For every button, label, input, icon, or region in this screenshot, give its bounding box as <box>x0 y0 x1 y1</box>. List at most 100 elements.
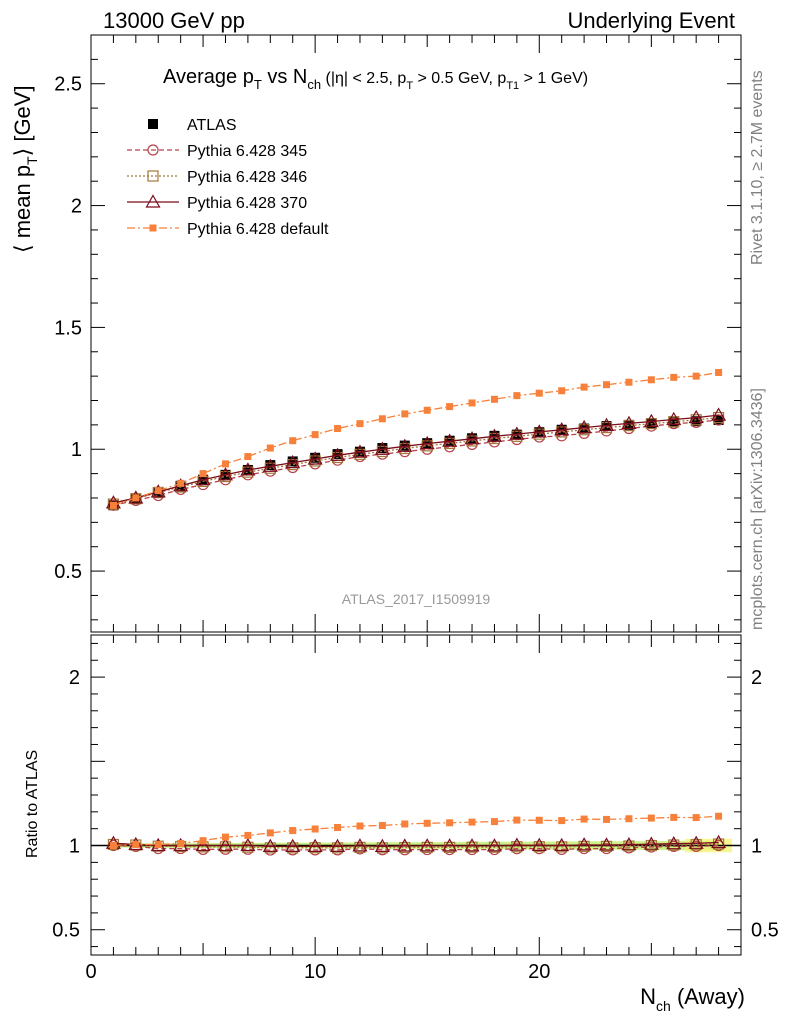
legend-marker <box>148 119 158 129</box>
ratio-data-point <box>334 824 342 832</box>
ratio-data-point <box>647 814 655 822</box>
ratio-y-tick-label-left: 1 <box>69 836 80 858</box>
ratio-y-tick-label-right: 0.5 <box>751 920 779 942</box>
main-data-point <box>397 438 413 452</box>
main-data-point <box>423 406 431 414</box>
ratio-data-point <box>177 840 185 848</box>
legend-marker <box>147 170 159 182</box>
main-data-point <box>109 501 117 509</box>
rivet-label: Rivet 3.1.10, ≥ 2.7M events <box>749 70 766 265</box>
ratio-frame <box>90 634 742 956</box>
main-data-point <box>625 378 633 386</box>
ratio-data-point <box>374 838 390 852</box>
ratio-data-point <box>311 825 319 833</box>
ratio-data-point <box>401 820 409 828</box>
main-data-point <box>217 467 234 481</box>
main-data-point <box>399 440 410 451</box>
ratio-data-point <box>513 816 521 824</box>
ratio-data-point <box>289 827 297 835</box>
main-data-point <box>377 443 388 454</box>
main-data-point <box>289 437 297 445</box>
main-data-point <box>711 407 727 421</box>
legend: ATLAS Pythia 6.428 345 Pythia 6.428 346 Pyt… <box>127 117 329 238</box>
main-data-point <box>195 471 211 486</box>
main-data-point <box>401 410 409 418</box>
main-data-point <box>621 415 637 430</box>
main-data-point <box>310 452 321 463</box>
main-series-3 <box>105 407 727 509</box>
main-y-tick-label: 1.5 <box>54 317 82 339</box>
ratio-data-point <box>266 829 274 837</box>
main-data-point <box>244 453 252 461</box>
ratio-data-point <box>307 838 323 852</box>
main-data-point <box>554 422 570 436</box>
main-data-point <box>374 441 390 455</box>
main-data-point <box>647 376 655 384</box>
main-y-tick-label: 0.5 <box>54 561 82 583</box>
ratio-data-point <box>397 838 413 852</box>
main-data-point <box>330 447 346 461</box>
ratio-data-point <box>378 821 386 829</box>
main-data-point <box>691 416 702 427</box>
ratio-data-point <box>262 838 278 852</box>
ratio-data-point <box>486 838 502 852</box>
main-y-tick-label: 1 <box>71 439 82 461</box>
main-data-point <box>513 392 521 400</box>
main-data-point <box>240 462 256 476</box>
legend-label: Pythia 6.428 345 <box>187 143 307 160</box>
ratio-data-point <box>509 837 525 851</box>
ratio-data-point <box>715 812 723 820</box>
main-data-point <box>580 383 588 391</box>
main-data-point <box>307 451 323 465</box>
ratio-data-point <box>580 815 588 823</box>
chart-title: Average pT vs Nch (|η| < 2.5, pT > 0.5 G… <box>163 66 588 92</box>
main-data-point <box>598 417 615 431</box>
mcplots-label: mcplots.cern.ch [arXiv:1306.3436] <box>749 388 766 630</box>
ratio-data-point <box>446 819 454 827</box>
legend-entry: Pythia 6.428 345 <box>127 143 307 160</box>
ratio-y-tick-label-left: 2 <box>69 667 80 689</box>
ratio-data-point <box>356 822 364 830</box>
ratio-data-point <box>621 836 637 851</box>
legend-label: Pythia 6.428 370 <box>187 195 307 212</box>
main-data-point <box>468 399 476 407</box>
ratio-data-point <box>330 838 346 852</box>
ratio-data-point <box>643 836 659 850</box>
ratio-data-point <box>132 841 140 849</box>
ratio-data-point <box>692 814 700 822</box>
main-data-point <box>334 425 342 433</box>
main-data-point <box>715 368 723 376</box>
main-data-point <box>670 373 678 381</box>
ratio-data-point <box>603 815 611 823</box>
main-data-point <box>356 420 364 428</box>
ratio-data-point <box>244 831 252 839</box>
ratio-data-point <box>352 838 368 852</box>
main-data-point <box>287 456 298 467</box>
main-series-line <box>113 371 719 506</box>
ratio-data-point <box>598 837 615 851</box>
ratio-data-point <box>711 834 727 849</box>
main-y-tick-label: 2.5 <box>54 74 82 96</box>
main-y-tick-label: 2 <box>71 196 82 218</box>
main-data-point <box>285 454 301 469</box>
main-data-point <box>535 389 543 397</box>
ratio-data-point <box>419 838 435 852</box>
main-data-point <box>688 409 704 424</box>
x-tick-label: 10 <box>304 961 326 983</box>
main-data-point <box>643 413 659 428</box>
main-data-point <box>154 487 162 495</box>
ratio-series-2 <box>105 834 727 852</box>
ratio-data-point <box>576 837 592 851</box>
legend-label: Pythia 6.428 default <box>187 221 329 238</box>
header-right: Underlying Event <box>567 8 735 33</box>
main-data-point <box>378 415 386 423</box>
main-data-point <box>576 419 592 434</box>
main-series-group <box>105 368 727 511</box>
ratio-series-3 <box>109 812 723 850</box>
legend-label: Pythia 6.428 346 <box>187 169 307 186</box>
analysis-watermark: ATLAS_2017_I1509919 <box>342 591 491 607</box>
main-data-point <box>266 444 274 452</box>
x-axis-label: Nch (Away) <box>640 984 745 1014</box>
main-series-line <box>113 419 719 506</box>
ratio-axes: 0.5 0.51 12 20 10 20 <box>52 635 779 983</box>
